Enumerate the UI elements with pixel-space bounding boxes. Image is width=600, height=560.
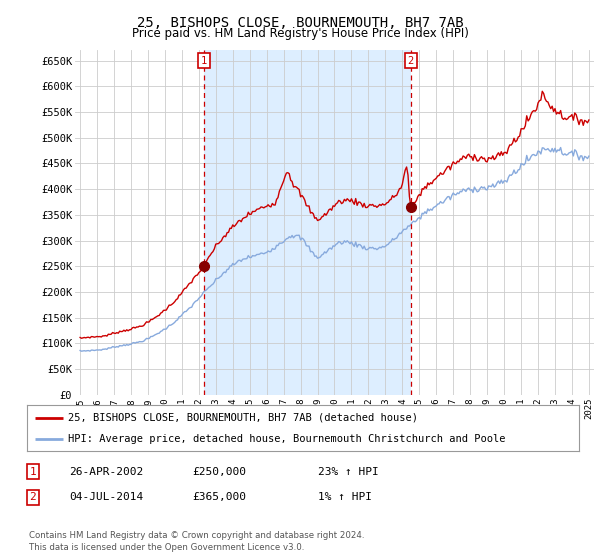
Text: 23% ↑ HPI: 23% ↑ HPI	[318, 466, 379, 477]
Text: 04-JUL-2014: 04-JUL-2014	[69, 492, 143, 502]
Bar	[204, 50, 411, 395]
Text: 25, BISHOPS CLOSE, BOURNEMOUTH, BH7 7AB (detached house): 25, BISHOPS CLOSE, BOURNEMOUTH, BH7 7AB …	[68, 413, 418, 423]
Text: £365,000: £365,000	[192, 492, 246, 502]
Text: 1: 1	[201, 55, 207, 66]
Text: £250,000: £250,000	[192, 466, 246, 477]
Text: Contains HM Land Registry data © Crown copyright and database right 2024.: Contains HM Land Registry data © Crown c…	[29, 531, 364, 540]
Text: HPI: Average price, detached house, Bournemouth Christchurch and Poole: HPI: Average price, detached house, Bour…	[68, 435, 506, 444]
Text: 1% ↑ HPI: 1% ↑ HPI	[318, 492, 372, 502]
Text: Price paid vs. HM Land Registry's House Price Index (HPI): Price paid vs. HM Land Registry's House …	[131, 27, 469, 40]
Text: 26-APR-2002: 26-APR-2002	[69, 466, 143, 477]
Text: 2: 2	[407, 55, 414, 66]
Text: This data is licensed under the Open Government Licence v3.0.: This data is licensed under the Open Gov…	[29, 543, 304, 552]
Text: 1: 1	[29, 466, 37, 477]
Text: 25, BISHOPS CLOSE, BOURNEMOUTH, BH7 7AB: 25, BISHOPS CLOSE, BOURNEMOUTH, BH7 7AB	[137, 16, 463, 30]
Text: 2: 2	[29, 492, 37, 502]
